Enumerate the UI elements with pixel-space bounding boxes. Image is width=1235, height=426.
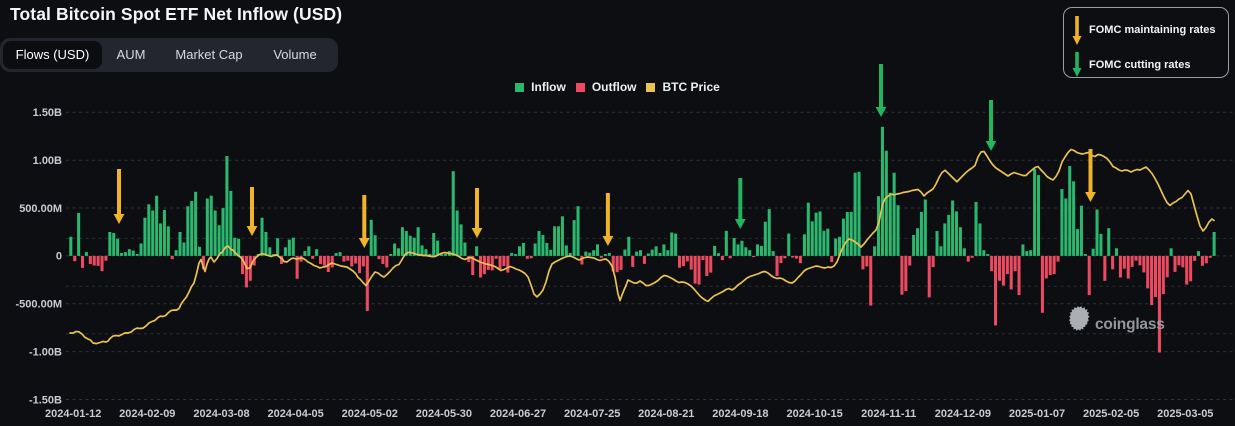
svg-text:500.00M: 500.00M xyxy=(19,203,62,215)
svg-text:-1.00B: -1.00B xyxy=(29,346,62,358)
svg-text:2024-02-09: 2024-02-09 xyxy=(119,408,175,420)
svg-text:2025-02-05: 2025-02-05 xyxy=(1083,408,1139,420)
svg-text:2024-04-05: 2024-04-05 xyxy=(267,408,323,420)
svg-text:2024-06-27: 2024-06-27 xyxy=(490,408,546,420)
svg-text:2025-01-07: 2025-01-07 xyxy=(1009,408,1065,420)
svg-text:2024-08-21: 2024-08-21 xyxy=(638,408,694,420)
svg-text:1.00B: 1.00B xyxy=(33,155,62,167)
svg-text:2024-05-30: 2024-05-30 xyxy=(416,408,472,420)
svg-text:2024-12-09: 2024-12-09 xyxy=(935,408,991,420)
svg-text:2024-10-15: 2024-10-15 xyxy=(786,408,842,420)
svg-text:2024-01-12: 2024-01-12 xyxy=(45,408,101,420)
svg-text:1.50B: 1.50B xyxy=(33,107,62,119)
svg-text:-1.50B: -1.50B xyxy=(29,394,62,406)
svg-text:coinglass: coinglass xyxy=(1095,316,1165,333)
svg-text:2025-03-05: 2025-03-05 xyxy=(1157,408,1213,420)
svg-text:2024-07-25: 2024-07-25 xyxy=(564,408,620,420)
svg-text:0: 0 xyxy=(56,251,62,263)
svg-text:2024-05-02: 2024-05-02 xyxy=(342,408,398,420)
svg-text:2024-11-11: 2024-11-11 xyxy=(861,408,916,420)
svg-text:2024-09-18: 2024-09-18 xyxy=(712,408,768,420)
svg-text:-500.00M: -500.00M xyxy=(16,299,62,311)
svg-text:2024-03-08: 2024-03-08 xyxy=(193,408,249,420)
